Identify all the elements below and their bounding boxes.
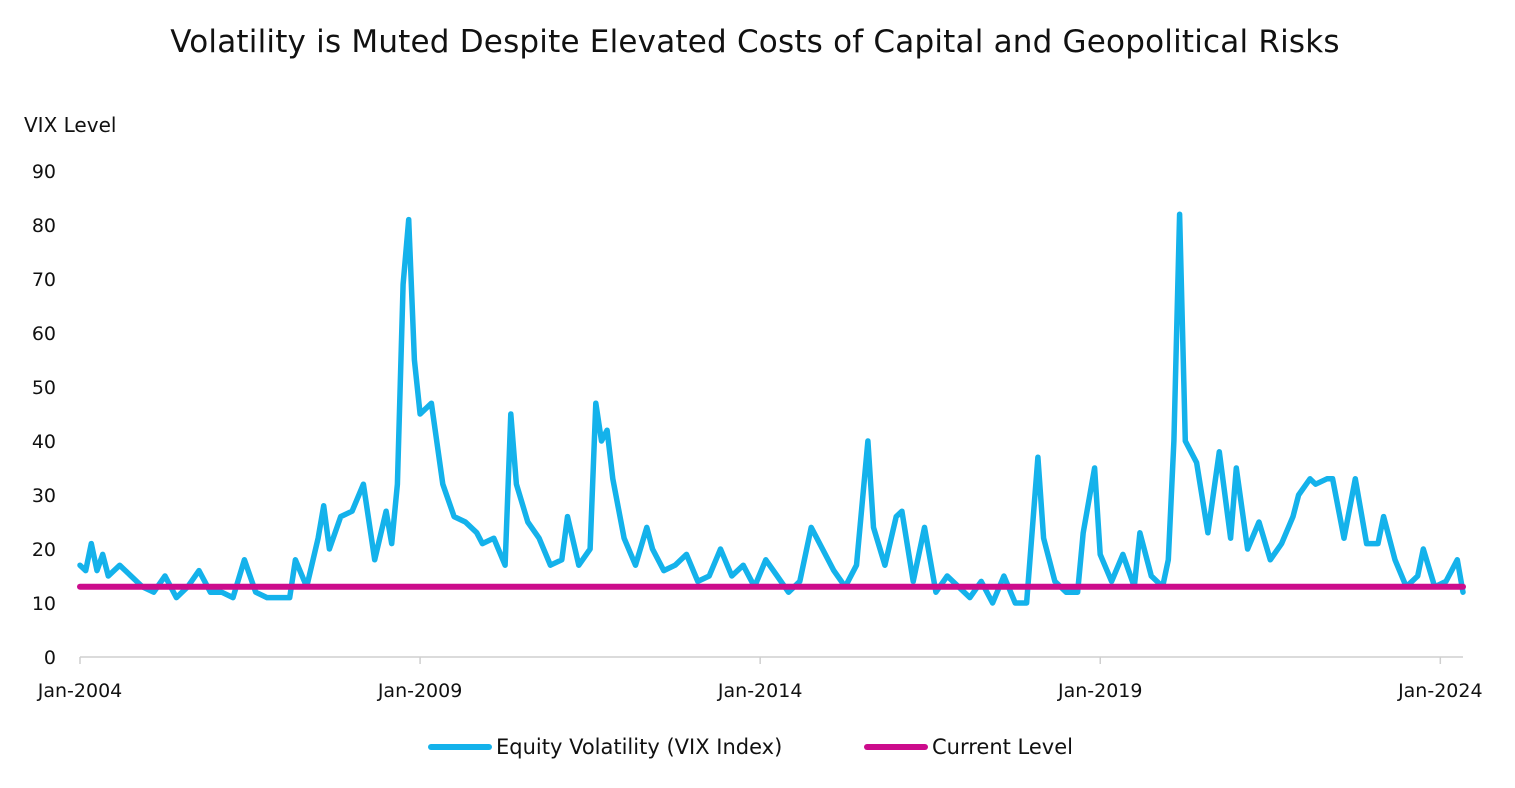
series-vix-line bbox=[77, 211, 1466, 606]
legend: Equity Volatility (VIX Index) Current Le… bbox=[0, 730, 1515, 764]
y-tick-label: 10 bbox=[32, 593, 56, 615]
y-tick-label: 50 bbox=[32, 377, 56, 399]
x-tick-label: Jan-2019 bbox=[1057, 680, 1143, 702]
y-tick-label: 90 bbox=[32, 161, 56, 183]
legend-swatch-current bbox=[864, 744, 928, 750]
y-axis: 0 10 20 30 40 50 60 70 80 90 bbox=[32, 161, 56, 669]
x-tick-label: Jan-2004 bbox=[37, 680, 123, 702]
y-axis-title: VIX Level bbox=[24, 113, 116, 137]
x-tick-label: Jan-2009 bbox=[377, 680, 463, 702]
y-tick-label: 40 bbox=[32, 431, 56, 453]
y-tick-label: 20 bbox=[32, 539, 56, 561]
series-layer bbox=[77, 211, 1466, 606]
y-tick-label: 80 bbox=[32, 215, 56, 237]
chart-title: Volatility is Muted Despite Elevated Cos… bbox=[170, 24, 1340, 60]
x-tick-label: Jan-2014 bbox=[717, 680, 803, 702]
legend-label-vix: Equity Volatility (VIX Index) bbox=[496, 735, 783, 759]
y-tick-label: 70 bbox=[32, 269, 56, 291]
legend-swatch-vix bbox=[428, 744, 492, 750]
y-tick-label: 60 bbox=[32, 323, 56, 345]
x-tick-label: Jan-2024 bbox=[1397, 680, 1483, 702]
y-tick-label: 30 bbox=[32, 485, 56, 507]
legend-item-current: Current Level bbox=[864, 730, 1073, 764]
legend-item-vix: Equity Volatility (VIX Index) bbox=[428, 730, 782, 764]
legend-label-current: Current Level bbox=[932, 735, 1073, 759]
x-axis: Jan-2004 Jan-2009 Jan-2014 Jan-2019 Jan-2024 bbox=[37, 656, 1483, 702]
y-tick-label: 0 bbox=[44, 647, 56, 669]
